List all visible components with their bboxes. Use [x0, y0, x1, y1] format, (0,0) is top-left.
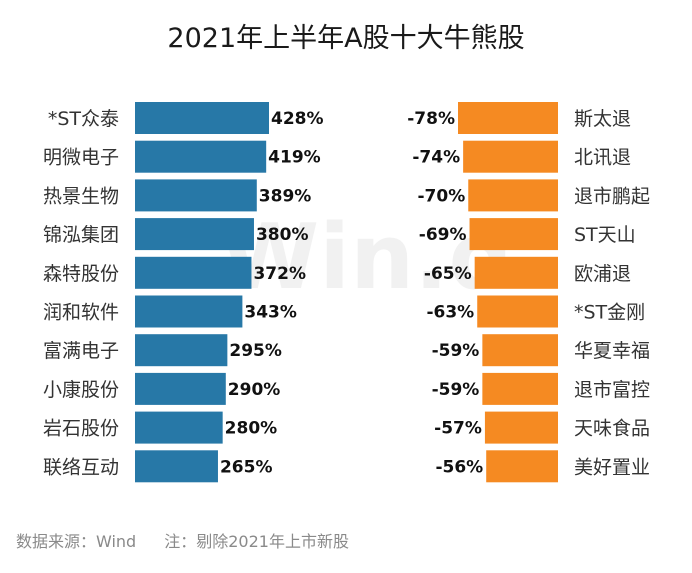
loss-category-label: 斯太退: [574, 108, 631, 130]
gain-bar: [135, 140, 267, 173]
gain-bar: [135, 218, 254, 251]
gain-bar: [135, 179, 257, 212]
gain-value-label: 265%: [220, 457, 273, 477]
loss-value-label: -78%: [407, 109, 455, 129]
gain-category-label: 热景生物: [43, 185, 119, 207]
gainers-series: *ST众泰 428% 明微电子 419% 热景生物 389% 锦泓集团 380% 森特股份 372…: [43, 102, 324, 483]
gain-bar: [135, 295, 243, 328]
loss-category-label: *ST金刚: [574, 302, 645, 324]
loss-category-label: 北讯退: [574, 147, 631, 169]
loss-value-label: -59%: [432, 380, 480, 400]
gain-category-label: 森特股份: [43, 263, 119, 285]
gain-bar: [135, 411, 223, 444]
loss-value-label: -65%: [424, 264, 472, 284]
loss-category-label: 退市鹏起: [574, 185, 650, 207]
gain-value-label: 380%: [256, 225, 309, 245]
loss-category-label: 退市富控: [574, 379, 650, 401]
losers-series: 斯太退 -78% 北讯退 -74% 退市鹏起 -70% ST天山 -69% 欧浦退 -65% *ST…: [407, 102, 650, 483]
loss-value-label: -59%: [432, 341, 480, 361]
loss-value-label: -69%: [419, 225, 467, 245]
gain-category-label: 岩石股份: [43, 418, 119, 440]
loss-category-label: 天味食品: [574, 418, 650, 440]
gain-bar: [135, 372, 226, 405]
loss-bar: [482, 372, 558, 405]
loss-bar: [474, 256, 558, 289]
loss-bar: [484, 411, 558, 444]
gain-category-label: 小康股份: [43, 379, 119, 401]
footnote: 注：剔除2021年上市新股: [164, 532, 349, 551]
loss-bar: [468, 179, 558, 212]
gain-value-label: 290%: [228, 380, 281, 400]
loss-category-label: 美好置业: [574, 456, 650, 478]
gain-value-label: 419%: [268, 148, 321, 168]
loss-category-label: 欧浦退: [574, 263, 631, 285]
loss-value-label: -70%: [418, 186, 466, 206]
gain-bar: [135, 256, 252, 289]
gain-category-label: 明微电子: [43, 147, 119, 169]
loss-value-label: -63%: [426, 303, 474, 323]
gain-value-label: 428%: [271, 109, 324, 129]
gain-category-label: 联络互动: [43, 456, 119, 478]
loss-value-label: -56%: [435, 457, 483, 477]
gain-value-label: 389%: [259, 186, 312, 206]
gain-value-label: 372%: [253, 264, 306, 284]
gain-value-label: 280%: [225, 419, 278, 439]
loss-bar: [458, 102, 558, 134]
loss-category-label: 华夏幸福: [574, 340, 650, 362]
gain-value-label: 295%: [229, 341, 282, 361]
loss-category-label: ST天山: [574, 224, 636, 246]
loss-bar: [482, 334, 558, 367]
loss-value-label: -74%: [412, 148, 460, 168]
loss-bar: [469, 218, 558, 251]
gain-bar: [135, 450, 218, 483]
gain-value-label: 343%: [244, 303, 297, 323]
loss-bar: [486, 450, 558, 483]
loss-value-label: -57%: [434, 419, 482, 439]
gain-category-label: *ST众泰: [48, 108, 119, 130]
gain-category-label: 润和软件: [43, 302, 119, 324]
chart-title: 2021年上半年A股十大牛熊股: [167, 23, 525, 54]
gain-category-label: 富满电子: [43, 340, 119, 362]
gain-bar: [135, 334, 228, 367]
watermark: Win.d: [220, 205, 513, 310]
gain-category-label: 锦泓集团: [43, 224, 119, 246]
gain-bar: [135, 102, 269, 134]
footer: 数据来源：Wind 注：剔除2021年上市新股: [16, 528, 349, 552]
loss-bar: [463, 140, 558, 173]
data-source: 数据来源：Wind: [16, 532, 137, 551]
loss-bar: [477, 295, 558, 328]
